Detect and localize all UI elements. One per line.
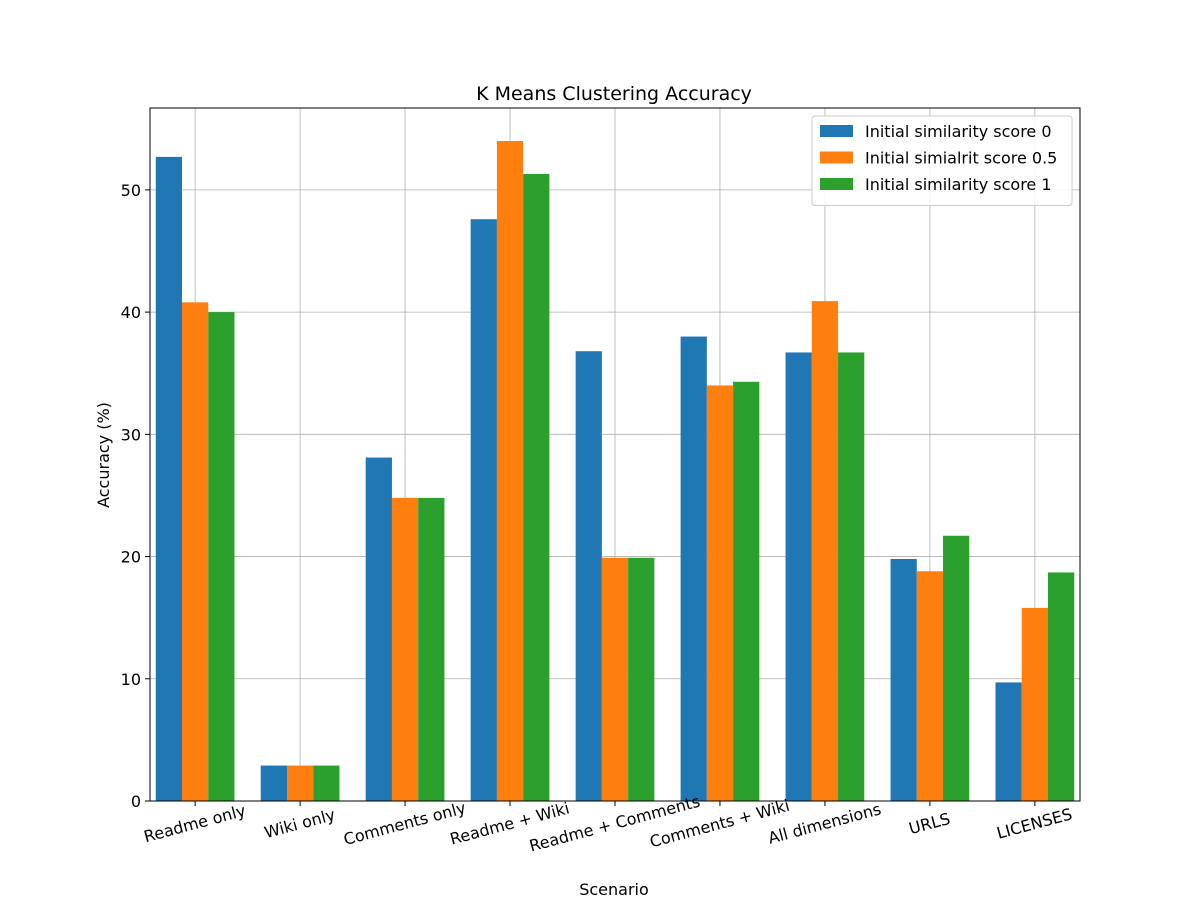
bar <box>260 765 287 801</box>
bar <box>182 302 209 801</box>
bar <box>1021 607 1048 801</box>
bar <box>943 535 970 801</box>
bar <box>365 457 392 801</box>
bar <box>470 219 497 801</box>
legend-label: Initial similarity score 0 <box>865 122 1052 141</box>
bar <box>890 559 917 801</box>
chart-title: K Means Clustering Accuracy <box>476 83 752 105</box>
bar <box>838 352 865 801</box>
legend-swatch <box>820 151 853 164</box>
legend-box <box>811 115 1073 206</box>
bar <box>496 141 524 801</box>
bar <box>418 497 445 801</box>
bar <box>706 385 734 801</box>
bar <box>785 352 812 801</box>
bar <box>601 557 629 801</box>
bar <box>733 381 760 801</box>
legend: Initial similarity score 0 Initial simial… <box>811 115 1073 206</box>
bar <box>523 174 550 801</box>
bar <box>286 765 314 801</box>
y-tick-label: 50 <box>121 181 141 200</box>
bar <box>916 571 944 801</box>
legend-swatch <box>820 178 853 190</box>
bar <box>391 497 419 801</box>
y-tick-label: 0 <box>131 792 141 811</box>
bar <box>628 557 655 801</box>
y-tick-label: 20 <box>121 548 141 567</box>
y-tick-label: 40 <box>121 303 141 322</box>
bar <box>1047 572 1075 801</box>
bar <box>995 682 1022 801</box>
y-axis-label: Accuracy (%) <box>94 402 113 508</box>
legend-swatch <box>820 125 853 137</box>
bar <box>680 336 707 801</box>
bars <box>155 141 1075 801</box>
y-tick-label: 30 <box>121 425 141 444</box>
legend-label: Initial simialrit score 0.5 <box>865 149 1057 168</box>
bar <box>575 351 602 801</box>
y-tick-label: 10 <box>121 670 141 689</box>
bar <box>208 312 235 801</box>
bar <box>313 765 340 801</box>
legend-label: Initial similarity score 1 <box>865 175 1052 194</box>
x-axis-label: Scenario <box>579 880 649 899</box>
bar <box>155 156 183 801</box>
y-axis-ticks: 0 10 20 30 40 50 <box>121 181 150 811</box>
bar <box>811 301 839 801</box>
